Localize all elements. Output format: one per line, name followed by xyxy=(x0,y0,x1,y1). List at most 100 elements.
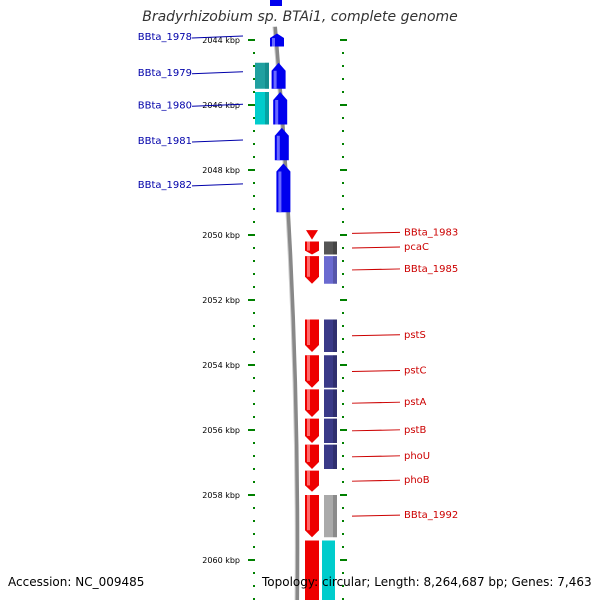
ruler-minor-tick-left xyxy=(253,377,255,379)
forward-gene-label: BBta_1979 xyxy=(138,68,192,79)
reverse-gene-leader xyxy=(351,455,401,458)
ruler-minor-tick-left xyxy=(253,65,255,67)
reverse-cds-block xyxy=(324,418,337,443)
reverse-gene-label: BBta_1992 xyxy=(404,510,458,521)
cds-continuation xyxy=(322,540,335,600)
ruler-minor-tick-left xyxy=(253,52,255,54)
ruler-minor-tick-right xyxy=(342,247,344,249)
ruler-major-tick-right xyxy=(340,494,347,496)
reverse-cds-block xyxy=(324,444,337,469)
reverse-cds-shade xyxy=(333,418,337,443)
ruler-minor-tick-right xyxy=(342,156,344,158)
reverse-cds-block xyxy=(324,495,337,538)
ruler-minor-tick-right xyxy=(342,468,344,470)
ruler-minor-tick-left xyxy=(253,533,255,535)
reverse-cds-block xyxy=(324,355,337,388)
ruler-major-tick-left xyxy=(248,104,255,106)
ruler-tick-label: 2048 kbp xyxy=(202,166,240,175)
ruler-minor-tick-left xyxy=(253,260,255,262)
ruler-minor-tick-left xyxy=(253,182,255,184)
ruler-minor-tick-left xyxy=(253,520,255,522)
reverse-gene-highlight xyxy=(307,256,310,277)
ruler-minor-tick-right xyxy=(342,260,344,262)
reverse-gene-highlight xyxy=(307,241,310,251)
ruler-minor-tick-right xyxy=(342,286,344,288)
forward-gene-label: BBta_1982 xyxy=(138,180,192,191)
forward-gene-highlight xyxy=(273,70,277,89)
ruler-minor-tick-right xyxy=(342,481,344,483)
reverse-cds-shade xyxy=(333,495,337,538)
reverse-gene-label: pcaC xyxy=(404,242,429,253)
ruler-minor-tick-right xyxy=(342,507,344,509)
ruler-minor-tick-right xyxy=(342,520,344,522)
ruler-major-tick-left xyxy=(248,364,255,366)
reverse-gene-leader xyxy=(351,429,401,432)
reverse-gene-label: pstB xyxy=(404,425,426,436)
reverse-gene-continuation xyxy=(305,540,319,600)
ruler-minor-tick-left xyxy=(253,273,255,275)
ruler-minor-tick-left xyxy=(253,78,255,80)
reverse-gene-leader xyxy=(351,246,401,249)
ruler-minor-tick-right xyxy=(342,377,344,379)
forward-gene-highlight xyxy=(272,38,275,47)
ruler-minor-tick-right xyxy=(342,455,344,457)
forward-gene-leader xyxy=(191,103,244,107)
reverse-gene-leader xyxy=(351,401,401,404)
ruler-minor-tick-right xyxy=(342,351,344,353)
reverse-cds-shade xyxy=(333,241,337,255)
ruler-minor-tick-left xyxy=(253,338,255,340)
ruler-major-tick-right xyxy=(340,39,347,41)
ruler-tick-label: 2056 kbp xyxy=(202,426,240,435)
reverse-cds-block xyxy=(324,389,337,417)
ruler-minor-tick-right xyxy=(342,585,344,587)
ruler-minor-tick-left xyxy=(253,312,255,314)
ruler-minor-tick-right xyxy=(342,143,344,145)
reverse-cds-shade xyxy=(333,389,337,417)
reverse-gene-label: BBta_1983 xyxy=(404,227,458,238)
ruler-minor-tick-right xyxy=(342,273,344,275)
ruler-major-tick-right xyxy=(340,299,347,301)
ruler-minor-tick-right xyxy=(342,52,344,54)
ruler-major-tick-right xyxy=(340,429,347,431)
ruler-minor-tick-left xyxy=(253,598,255,600)
forward-gene-leader xyxy=(191,35,244,39)
ruler-tick-label: 2052 kbp xyxy=(202,296,240,305)
forward-gene-leader xyxy=(191,139,244,143)
ruler-minor-tick-left xyxy=(253,247,255,249)
ruler-minor-tick-left xyxy=(253,117,255,119)
ruler-tick-label: 2050 kbp xyxy=(202,231,240,240)
ruler-major-tick-left xyxy=(248,494,255,496)
ruler-minor-tick-right xyxy=(342,533,344,535)
ruler-minor-tick-left xyxy=(253,455,255,457)
reverse-gene-leader xyxy=(351,370,401,372)
ruler-major-tick-right xyxy=(340,364,347,366)
ruler-minor-tick-left xyxy=(253,143,255,145)
forward-cds-shade xyxy=(265,62,269,89)
genome-summary-text: Topology: circular; Length: 8,264,687 bp… xyxy=(262,575,592,589)
ruler-major-tick-right xyxy=(340,234,347,236)
ruler-minor-tick-right xyxy=(342,221,344,223)
forward-gene-label: BBta_1978 xyxy=(138,32,192,43)
ruler-minor-tick-right xyxy=(342,546,344,548)
accession-text: Accession: NC_009485 xyxy=(8,575,145,589)
reverse-gene-highlight xyxy=(307,495,310,531)
ruler-minor-tick-left xyxy=(253,403,255,405)
ruler-major-tick-right xyxy=(340,169,347,171)
forward-gene-highlight xyxy=(275,100,279,125)
ruler-minor-tick-right xyxy=(342,91,344,93)
forward-gene-highlight xyxy=(276,135,280,161)
ruler-tick-label: 2054 kbp xyxy=(202,361,240,370)
reverse-gene-label: phoU xyxy=(404,451,430,462)
forward-gene-leader xyxy=(191,71,244,75)
ruler-minor-tick-left xyxy=(253,325,255,327)
ruler-minor-tick-left xyxy=(253,507,255,509)
forward-gene-leader xyxy=(191,183,244,187)
ruler-minor-tick-left xyxy=(253,156,255,158)
forward-cds-shade xyxy=(265,92,269,125)
ruler-minor-tick-left xyxy=(253,130,255,132)
ruler-major-tick-left xyxy=(248,299,255,301)
reverse-cds-block xyxy=(324,319,337,352)
ruler-minor-tick-left xyxy=(253,195,255,197)
